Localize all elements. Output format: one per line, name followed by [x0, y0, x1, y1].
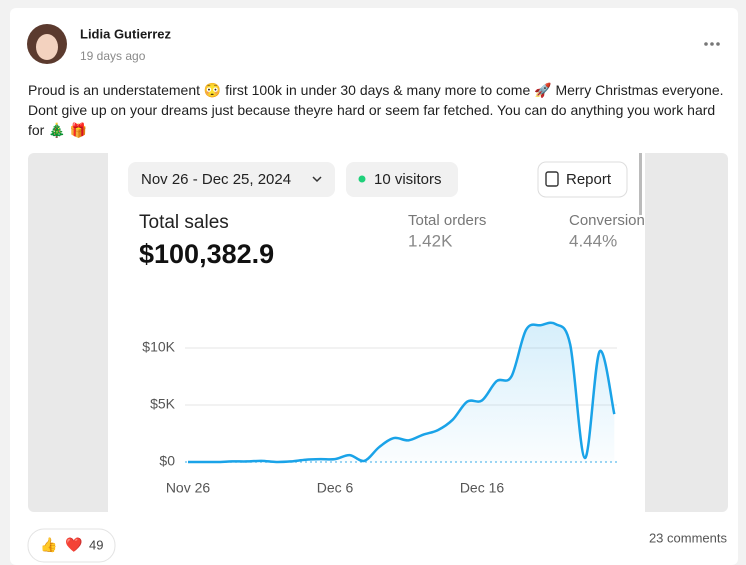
reaction-pill[interactable]	[27, 528, 116, 563]
reaction: 👍	[40, 537, 57, 554]
metric-label: Total sales	[139, 212, 229, 233]
x-tick-label: Nov 26	[166, 480, 211, 496]
report-icon	[545, 171, 559, 187]
scrollbar	[639, 153, 642, 215]
y-tick-label: $0	[159, 453, 175, 469]
sales-line	[188, 321, 616, 464]
date-range: Nov 26 - Dec 25, 2024	[141, 171, 291, 188]
live-dot	[358, 175, 366, 183]
post-text: Proud is an understatement 😳 first 100k …	[28, 82, 724, 138]
more-menu[interactable]	[704, 42, 720, 46]
x-tick-label: Dec 6	[317, 480, 354, 496]
metric-label: Total orders	[408, 212, 486, 229]
y-tick-label: $5K	[150, 396, 176, 412]
reaction-count: 49	[89, 537, 103, 552]
metric-value: 4.44%	[569, 231, 617, 250]
visitors: 10 visitors	[374, 171, 442, 188]
post-time: 19 days ago	[80, 49, 146, 63]
chevron	[312, 176, 322, 183]
comments-link[interactable]: 23 comments	[649, 530, 728, 545]
screenshot-content: Nov 26 - Dec 25, 2024 10 visitors Report…	[128, 153, 645, 496]
y-tick-label: $10K	[142, 339, 175, 355]
date-pill	[128, 162, 335, 197]
report-button	[537, 161, 628, 198]
avatar-face	[36, 34, 58, 60]
metric-value: 1.42K	[408, 231, 453, 250]
metric-label: Conversion	[569, 212, 645, 229]
report-label: Report	[566, 171, 612, 188]
reaction: ❤️	[65, 537, 83, 553]
metric-value: $100,382.9	[139, 239, 274, 269]
author-name[interactable]: Lidia Gutierrez	[80, 26, 172, 41]
visitors-pill	[346, 162, 458, 197]
area	[188, 322, 615, 463]
x-tick-label: Dec 16	[460, 480, 505, 496]
